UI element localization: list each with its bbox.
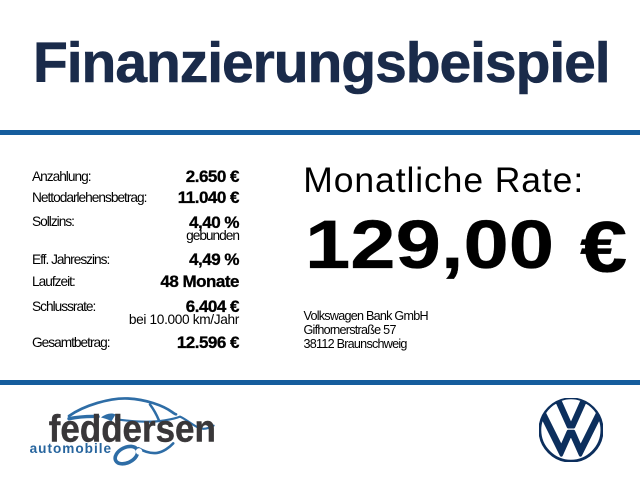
svg-text:feddersen: feddersen bbox=[49, 407, 216, 450]
svg-text:automobile: automobile bbox=[30, 441, 113, 456]
